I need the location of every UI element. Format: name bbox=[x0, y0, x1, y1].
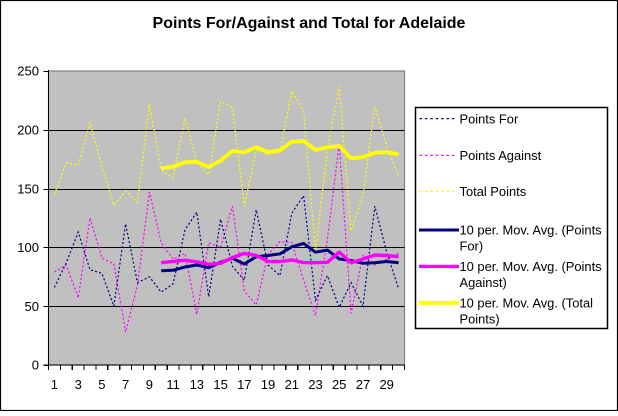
svg-text:5: 5 bbox=[98, 377, 105, 392]
svg-text:Points): Points) bbox=[460, 312, 500, 327]
svg-text:10 per. Mov. Avg. (Total: 10 per. Mov. Avg. (Total bbox=[460, 296, 594, 311]
svg-text:For): For) bbox=[460, 239, 484, 254]
svg-text:50: 50 bbox=[25, 299, 39, 314]
svg-text:23: 23 bbox=[308, 377, 322, 392]
svg-text:Against): Against) bbox=[460, 275, 507, 290]
svg-text:1: 1 bbox=[51, 377, 58, 392]
svg-text:29: 29 bbox=[379, 377, 393, 392]
svg-text:19: 19 bbox=[261, 377, 275, 392]
svg-text:150: 150 bbox=[17, 181, 39, 196]
svg-text:25: 25 bbox=[332, 377, 346, 392]
svg-text:10 per. Mov. Avg. (Points: 10 per. Mov. Avg. (Points bbox=[460, 223, 602, 238]
svg-text:0: 0 bbox=[32, 358, 39, 373]
svg-text:7: 7 bbox=[122, 377, 129, 392]
svg-text:Points Against: Points Against bbox=[460, 148, 542, 163]
svg-text:21: 21 bbox=[285, 377, 299, 392]
svg-text:9: 9 bbox=[146, 377, 153, 392]
svg-text:13: 13 bbox=[190, 377, 204, 392]
svg-text:100: 100 bbox=[17, 240, 39, 255]
svg-text:200: 200 bbox=[17, 123, 39, 138]
svg-text:250: 250 bbox=[17, 64, 39, 79]
svg-text:15: 15 bbox=[213, 377, 227, 392]
svg-text:Total Points: Total Points bbox=[460, 184, 527, 199]
svg-text:17: 17 bbox=[237, 377, 251, 392]
svg-text:11: 11 bbox=[166, 377, 180, 392]
svg-text:Points For: Points For bbox=[460, 111, 519, 126]
svg-text:3: 3 bbox=[75, 377, 82, 392]
svg-text:27: 27 bbox=[356, 377, 370, 392]
svg-text:Points For/Against and Total f: Points For/Against and Total for Adelaid… bbox=[153, 15, 466, 32]
svg-text:10 per. Mov. Avg. (Points: 10 per. Mov. Avg. (Points bbox=[460, 259, 602, 274]
